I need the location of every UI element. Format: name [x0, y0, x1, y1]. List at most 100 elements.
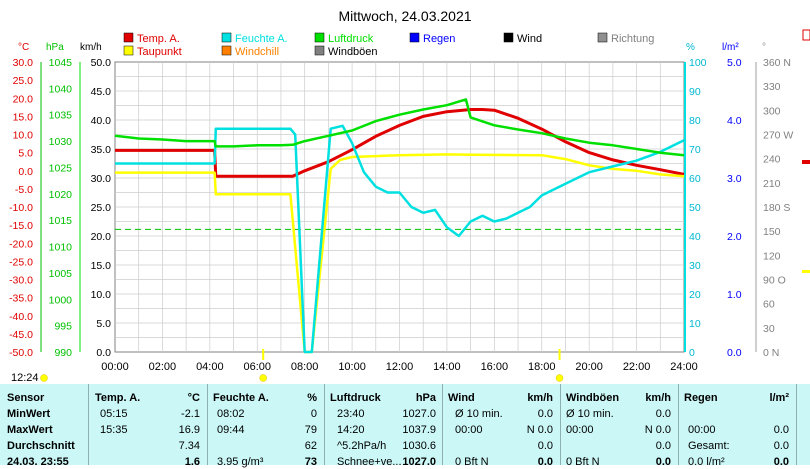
time-marker-dot — [260, 375, 267, 382]
direction-tick-label: 120 — [763, 250, 781, 262]
pressure-tick-label: 1025 — [49, 162, 73, 174]
direction-tick-label: 210 — [763, 178, 781, 190]
temp-tick-label: -5.0 — [15, 184, 33, 196]
x-tick-label: 18:00 — [528, 361, 556, 373]
temp-tick-label: 25.0 — [13, 75, 34, 87]
pressure-tick-label: 1000 — [49, 294, 73, 306]
temp-tick-label: -50.0 — [9, 347, 33, 359]
header-humidity-unit: % — [290, 392, 317, 405]
direction-unit-label: ° — [762, 42, 766, 53]
legend-label: Regen — [423, 33, 455, 45]
table-cell-rain-v: 0.0 — [745, 440, 789, 453]
header-pressure: Luftdruck — [330, 392, 381, 405]
rain-tick-label: 2.0 — [727, 231, 742, 243]
table-cell-press-v: 1030.6 — [392, 440, 436, 453]
x-tick-label: 08:00 — [291, 361, 319, 373]
wind-tick-label: 15.0 — [91, 260, 112, 272]
x-tick-label: 16:00 — [481, 361, 509, 373]
direction-tick-label: 60 — [763, 299, 775, 311]
header-rain: Regen — [684, 392, 718, 405]
table-divider — [678, 384, 679, 465]
table-cell-gust-t: 0 Bft N — [566, 456, 600, 469]
table-cell-temp-v: -2.1 — [160, 408, 200, 421]
legend-swatch — [315, 33, 324, 42]
header-wind: Wind — [448, 392, 475, 405]
time-marker-dot — [41, 375, 48, 382]
temp-tick-label: -30.0 — [9, 275, 33, 287]
temp-tick-label: -40.0 — [9, 311, 33, 323]
table-cell-label: MaxWert — [7, 424, 53, 437]
wind-tick-label: 45.0 — [91, 86, 112, 98]
x-tick-label: 02:00 — [149, 361, 177, 373]
direction-tick-label: 300 — [763, 105, 781, 117]
table-cell-press-t: 23:40 — [337, 408, 365, 421]
table-cell-temp-t: 05:15 — [100, 408, 128, 421]
direction-tick-label: 30 — [763, 323, 775, 335]
wind-tick-label: 0.0 — [96, 347, 111, 359]
legend-swatch — [222, 46, 231, 55]
table-cell-wind-t: Ø 10 min. — [455, 408, 503, 421]
table-cell-wind-v: N 0.0 — [510, 424, 553, 437]
table-cell-label: 24.03. 23:55 — [7, 456, 69, 469]
table-cell-wind-v: 0.0 — [510, 440, 553, 453]
wind-tick-label: 20.0 — [91, 231, 112, 243]
legend-label: Luftdruck — [328, 33, 374, 45]
wind-tick-label: 30.0 — [91, 173, 112, 185]
pressure-tick-label: 1045 — [49, 57, 73, 69]
table-cell-hum-v: 62 — [285, 440, 317, 453]
table-cell-rain-v: 0.0 — [745, 424, 789, 437]
pressure-tick-label: 1020 — [49, 189, 73, 201]
table-cell-wind-t: 0 Bft N — [455, 456, 489, 469]
humidity-tick-label: 30 — [689, 260, 701, 272]
wind-tick-label: 25.0 — [91, 202, 112, 214]
legend-swatch — [504, 33, 513, 42]
humidity-tick-label: 10 — [689, 318, 701, 330]
plot-grid — [115, 62, 684, 352]
table-cell-label: Durchschnitt — [7, 440, 75, 453]
wind-tick-label: 5.0 — [96, 318, 111, 330]
temp-tick-label: -45.0 — [9, 329, 33, 341]
temp-tick-label: 20.0 — [13, 93, 34, 105]
pressure-tick-label: 1005 — [49, 268, 73, 280]
table-cell-press-v: 1027.0 — [392, 456, 436, 469]
humidity-tick-label: 90 — [689, 86, 701, 98]
wind-tick-label: 35.0 — [91, 144, 112, 156]
direction-tick-label: 270 W — [763, 130, 793, 142]
legend-swatch — [124, 33, 133, 42]
x-tick-label: 20:00 — [575, 361, 603, 373]
temp-tick-label: -35.0 — [9, 293, 33, 305]
table-divider — [560, 384, 561, 465]
table-cell-temp-v: 16.9 — [160, 424, 200, 437]
legend-swatch — [124, 46, 133, 55]
table-cell-gust-t: Ø 10 min. — [566, 408, 614, 421]
humidity-tick-label: 100 — [689, 57, 707, 69]
humidity-tick-label: 70 — [689, 144, 701, 156]
table-cell-rain-t: Gesamt: — [688, 440, 730, 453]
humidity-tick-label: 50 — [689, 202, 701, 214]
temp-tick-label: 5.0 — [18, 148, 33, 160]
x-tick-label: 10:00 — [338, 361, 366, 373]
humidity-tick-label: 40 — [689, 231, 701, 243]
table-divider — [796, 384, 797, 465]
temp-tick-label: -10.0 — [9, 202, 33, 214]
legend-label: Richtung — [611, 33, 654, 45]
humidity-tick-label: 60 — [689, 173, 701, 185]
x-tick-label: 12:00 — [386, 361, 414, 373]
header-pressure-unit: hPa — [400, 392, 436, 405]
temp-tick-label: 0.0 — [18, 166, 33, 178]
x-tick-label: 06:00 — [243, 361, 271, 373]
temp-tick-label: 15.0 — [13, 111, 34, 123]
table-cell-label: MinWert — [7, 408, 50, 421]
table-cell-gust-t: 00:00 — [566, 424, 594, 437]
direction-tick-label: 330 — [763, 81, 781, 93]
direction-tick-label: 0 N — [763, 347, 779, 359]
right-edge-temp-mark — [802, 160, 810, 164]
wind-tick-label: 10.0 — [91, 289, 112, 301]
table-cell-gust-v: 0.0 — [628, 440, 671, 453]
humidity-tick-label: 80 — [689, 115, 701, 127]
legend-swatch — [315, 46, 324, 55]
rain-tick-label: 3.0 — [727, 173, 742, 185]
x-tick-label: 04:00 — [196, 361, 224, 373]
